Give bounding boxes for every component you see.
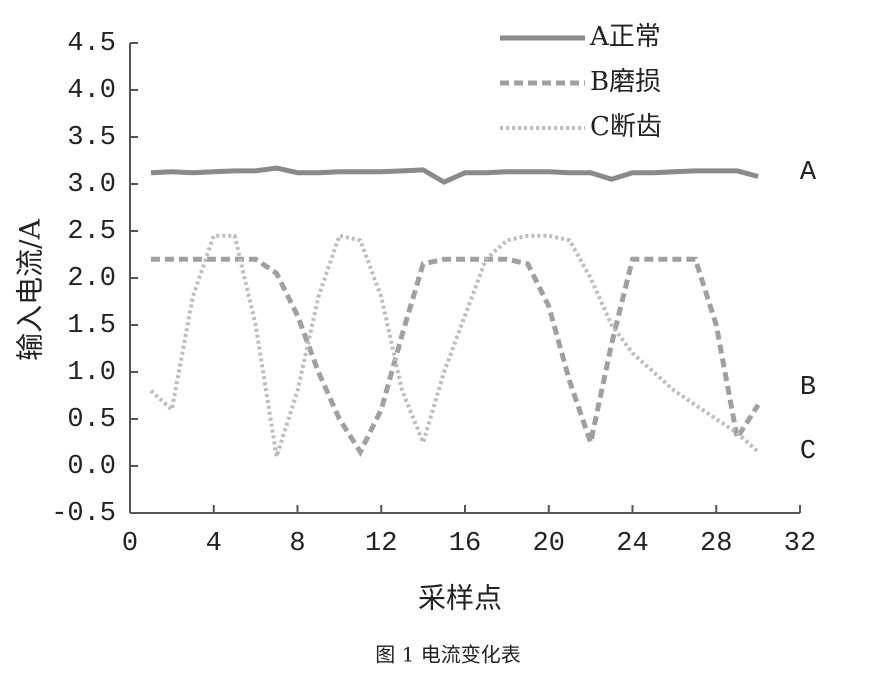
caption: 图 1 电流变化表 [375, 643, 520, 667]
y-tick-label: 0.0 [67, 452, 116, 482]
y-tick-label: 0.5 [67, 405, 116, 435]
annotation: C [800, 437, 816, 467]
series-line [149, 233, 760, 458]
legend-label: B磨损 [590, 67, 661, 97]
y-tick-label: -0.5 [51, 499, 116, 529]
y-tick-label: 2.5 [67, 217, 116, 247]
annotation: A [800, 158, 817, 188]
y-tick-label: 4.5 [67, 29, 116, 59]
y-tick-label: 1.5 [67, 311, 116, 341]
y-tick-label: 4.0 [67, 76, 116, 106]
y-tick-label: 3.0 [67, 170, 116, 200]
y-axis-label: 输入电流/A [14, 218, 47, 360]
annotation: B [800, 373, 816, 403]
legend-label: C断齿 [590, 112, 662, 142]
x-tick-label: 8 [289, 529, 305, 559]
y-tick-label: 3.5 [67, 123, 116, 153]
y-tick-label: 2.0 [67, 264, 116, 294]
x-tick-label: 24 [616, 529, 648, 559]
x-tick-label: 28 [700, 529, 732, 559]
x-tick-label: 12 [365, 529, 397, 559]
y-tick-label: 1.0 [67, 358, 116, 388]
x-tick-label: 0 [122, 529, 138, 559]
x-tick-label: 32 [784, 529, 816, 559]
series-line [150, 165, 759, 185]
x-tick-label: 20 [533, 529, 565, 559]
legend-label: A正常 [589, 22, 661, 52]
x-tick-label: 4 [206, 529, 222, 559]
x-tick-label: 16 [449, 529, 481, 559]
x-axis-label: 采样点 [418, 582, 502, 615]
series-line [150, 256, 761, 457]
